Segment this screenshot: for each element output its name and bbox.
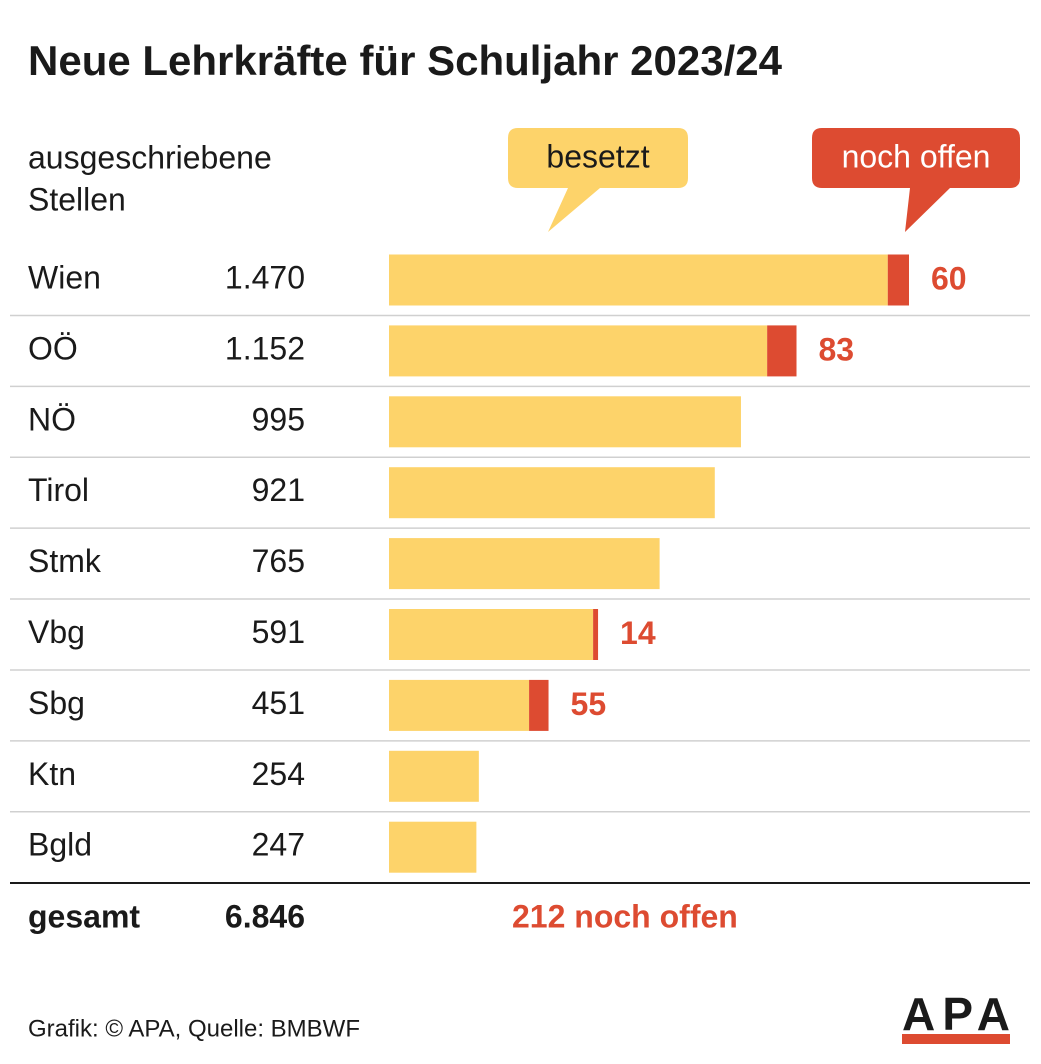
total-label: 921: [252, 472, 305, 508]
total-label: 451: [252, 685, 305, 721]
total-label: 591: [252, 614, 305, 650]
total-label: 1.152: [225, 330, 305, 366]
bar-segment: [389, 679, 530, 731]
bar-segment: [767, 325, 797, 377]
bar-segment: [887, 254, 909, 306]
total-label: 1.470: [225, 259, 305, 295]
bar-segment: [389, 821, 477, 873]
legend-callout: [508, 128, 688, 232]
summary-total: 6.846: [225, 898, 305, 934]
summary-label: gesamt: [28, 898, 140, 934]
category-label: Bgld: [28, 827, 92, 863]
bar-segment: [389, 396, 741, 448]
bar-segment: [593, 609, 599, 660]
bar-segment: [389, 609, 594, 660]
bar-segment: [389, 538, 660, 590]
total-label: 765: [252, 543, 305, 579]
total-label: 254: [252, 756, 305, 792]
category-label: NÖ: [28, 401, 76, 437]
category-label: Tirol: [28, 472, 89, 508]
category-label: Sbg: [28, 685, 85, 721]
value-label: 60: [931, 260, 967, 296]
logo: APA: [902, 988, 1010, 1040]
summary-open: 212 noch offen: [512, 898, 738, 934]
category-label: OÖ: [28, 330, 78, 366]
category-label: Ktn: [28, 756, 76, 792]
legend-label: noch offen: [842, 138, 991, 174]
total-label: 995: [252, 401, 305, 437]
bar-segment: [529, 679, 549, 731]
bar-segment: [389, 467, 715, 519]
category-label: Vbg: [28, 614, 85, 650]
total-label: 247: [252, 827, 305, 863]
chart-title: Neue Lehrkräfte für Schuljahr 2023/24: [28, 37, 783, 84]
column-header: Stellen: [28, 181, 126, 217]
legend-label: besetzt: [546, 138, 649, 174]
source: Grafik: © APA, Quelle: BMBWF: [28, 1015, 360, 1042]
category-label: Wien: [28, 259, 101, 295]
value-label: 14: [620, 615, 656, 651]
logo-bar: [902, 1034, 1010, 1044]
legend-callout: [812, 128, 1020, 232]
column-header: ausgeschriebene: [28, 139, 272, 175]
bar-segment: [389, 750, 479, 802]
value-label: 55: [571, 686, 607, 722]
category-label: Stmk: [28, 543, 102, 579]
bar-segment: [389, 325, 768, 377]
value-label: 83: [819, 331, 855, 367]
bar-segment: [389, 254, 888, 306]
